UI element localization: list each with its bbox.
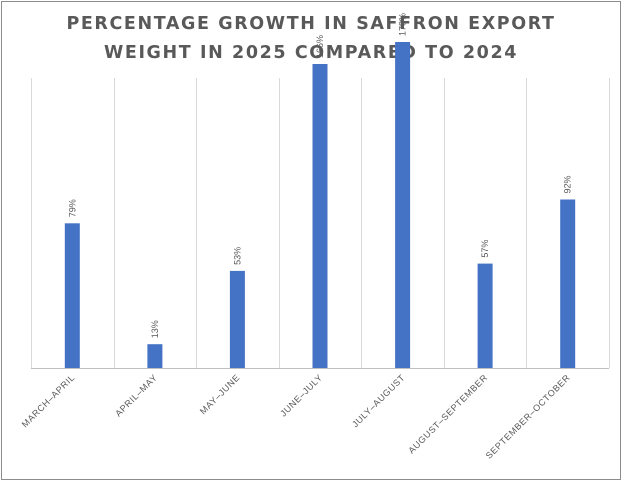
bar-1 (64, 223, 80, 368)
bar-6 (477, 263, 493, 368)
category-label-7: SEPTEMBER–OCTOBER (484, 372, 572, 460)
category-label-4: JUNE–JULY (278, 372, 324, 418)
bar-4 (312, 64, 328, 368)
data-label-2: 13% (150, 320, 160, 338)
data-label-7: 92% (563, 175, 573, 193)
chart-title: PERCENTAGE GROWTH IN SAFFRON EXPORT WEIG… (0, 10, 622, 68)
chart-title-line-1: PERCENTAGE GROWTH IN SAFFRON EXPORT (66, 14, 556, 34)
category-label-2: APRIL–MAY (113, 372, 159, 418)
bar-5 (395, 42, 411, 368)
data-label-4: 166% (315, 35, 325, 58)
bar-2 (147, 344, 163, 368)
data-label-3: 53% (232, 247, 242, 265)
data-label-5: 178% (398, 13, 408, 36)
data-label-6: 57% (480, 240, 490, 258)
category-label-5: JULY–AUGUST (350, 372, 407, 429)
bar-3 (229, 270, 245, 368)
chart-title-line-2: WEIGHT IN 2025 COMPARED TO 2024 (103, 43, 518, 63)
bar-7 (560, 199, 576, 368)
data-label-1: 79% (67, 199, 77, 217)
category-label-1: MARCH–APRIL (20, 372, 77, 429)
category-label-3: MAY–JUNE (198, 372, 242, 416)
category-label-6: AUGUST–SEPTEMBER (406, 372, 489, 455)
